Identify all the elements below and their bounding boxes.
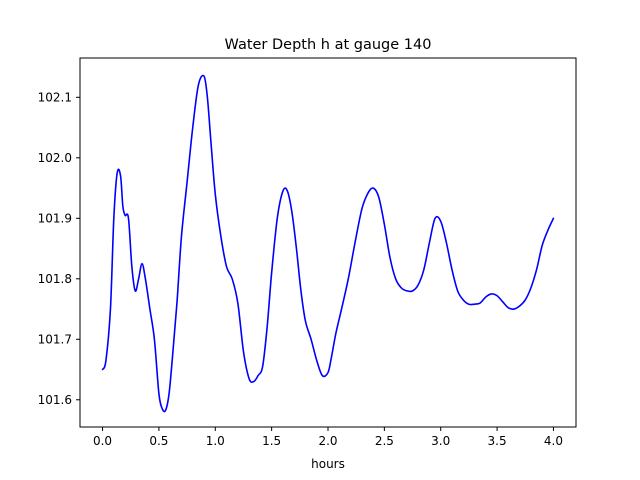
y-tick-label: 102.1 — [38, 90, 72, 104]
x-axis-label: hours — [311, 457, 345, 471]
y-tick-label: 101.6 — [38, 393, 72, 407]
y-tick-label: 102.0 — [38, 151, 72, 165]
axes-frame — [79, 57, 577, 428]
series-line-0 — [101, 74, 555, 413]
chart-title: Water Depth h at gauge 140 — [225, 37, 432, 53]
x-tick-label: 4.0 — [544, 434, 563, 448]
x-tick-label: 1.0 — [206, 434, 225, 448]
x-tick-label: 2.0 — [318, 434, 337, 448]
x-tick-label: 0.0 — [93, 434, 112, 448]
x-tick-label: 3.0 — [431, 434, 450, 448]
x-tick-label: 3.5 — [488, 434, 507, 448]
x-tick-label: 2.5 — [375, 434, 394, 448]
y-axis: 101.6 101.7 101.8 101.9 102.0 102.1 — [38, 90, 80, 407]
y-tick-label: 101.8 — [38, 272, 72, 286]
plot-area — [101, 74, 555, 413]
y-tick-label: 101.7 — [38, 332, 72, 346]
x-tick-label: 1.5 — [262, 434, 281, 448]
x-axis: 0.0 0.5 1.0 1.5 2.0 2.5 3.0 3.5 4.0 — [93, 427, 563, 448]
y-tick-label: 101.9 — [38, 211, 72, 225]
x-tick-label: 0.5 — [149, 434, 168, 448]
